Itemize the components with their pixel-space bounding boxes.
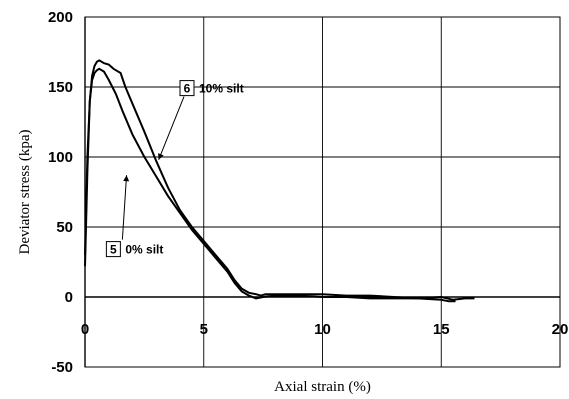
x-tick-labels: 0 5 10 15 20 xyxy=(81,321,569,338)
x-tick-label: 10 xyxy=(314,321,331,338)
annotation-arrowhead xyxy=(123,175,130,182)
series-layer xyxy=(84,59,475,303)
series-annotation: 6 10% silt xyxy=(158,80,244,160)
x-tick-label: 5 xyxy=(200,321,208,338)
y-tick-labels: -50 0 50 100 150 200 xyxy=(48,9,73,376)
annotation-arrow xyxy=(158,96,185,160)
x-tick-label: 20 xyxy=(552,321,569,338)
y-tick-label: -50 xyxy=(51,359,73,376)
series-number-box xyxy=(179,80,195,97)
series-number-box xyxy=(105,241,121,258)
y-tick-label: 200 xyxy=(48,9,73,26)
series-label: 10% silt xyxy=(199,82,244,96)
series-line xyxy=(84,59,475,301)
series-label: 0% silt xyxy=(125,243,163,257)
y-tick-label: 100 xyxy=(48,149,73,166)
series-line xyxy=(84,67,456,303)
x-tick-label: 15 xyxy=(433,321,450,338)
y-tick-label: 150 xyxy=(48,79,73,96)
x-tick-label: 0 xyxy=(81,321,89,338)
y-tick-label: 0 xyxy=(65,289,73,306)
series-number: 6 xyxy=(184,82,191,96)
annotation-arrowhead xyxy=(158,153,164,160)
annotation-arrow xyxy=(121,175,128,240)
series-number: 5 xyxy=(110,243,117,257)
y-axis-title: Deviator stress (kpa) xyxy=(17,130,33,255)
series-annotation: 5 0% silt xyxy=(105,175,163,258)
grid xyxy=(84,16,561,368)
x-axis-title: Axial strain (%) xyxy=(274,379,371,395)
y-tick-label: 50 xyxy=(56,219,73,236)
annotation-layer: 6 10% silt 5 0% silt xyxy=(105,80,244,258)
